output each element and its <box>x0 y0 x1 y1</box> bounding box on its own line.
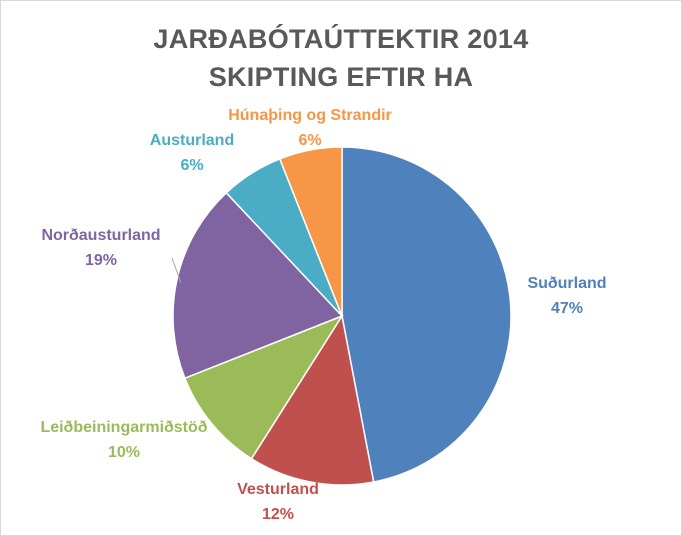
chart-title: JARÐABÓTAÚTTEKTIR 2014 SKIPTING EFTIR HA <box>0 20 682 96</box>
slice-percent-1: 47% <box>551 300 583 317</box>
chart-title-line1: JARÐABÓTAÚTTEKTIR 2014 <box>153 24 529 54</box>
slice-percent-3: 10% <box>108 444 140 461</box>
slice-percent-2: 12% <box>262 506 294 523</box>
slice-label-3: Leiðbeiningarmiðstöð <box>40 419 207 436</box>
chart-title-line2: SKIPTING EFTIR HA <box>208 62 474 92</box>
slice-label-5: Austurland <box>150 132 234 149</box>
slice-label-4: Norðausturland <box>41 227 160 244</box>
slice-label-1: Suðurland <box>527 275 606 292</box>
pie-slice-4 <box>172 191 344 380</box>
slice-label-2: Vesturland <box>237 481 319 498</box>
slice-percent-5: 6% <box>180 157 203 174</box>
pie-slice-3 <box>183 314 344 460</box>
slice-percent-4: 19% <box>85 252 117 269</box>
slice-label-6: Húnaþing og Strandir <box>228 107 392 124</box>
pie-slice-1 <box>341 146 512 483</box>
leader-line-4 <box>171 257 182 284</box>
pie-slice-2 <box>250 313 375 486</box>
slice-percent-6: 6% <box>298 132 321 149</box>
pie-slice-6 <box>278 146 343 317</box>
